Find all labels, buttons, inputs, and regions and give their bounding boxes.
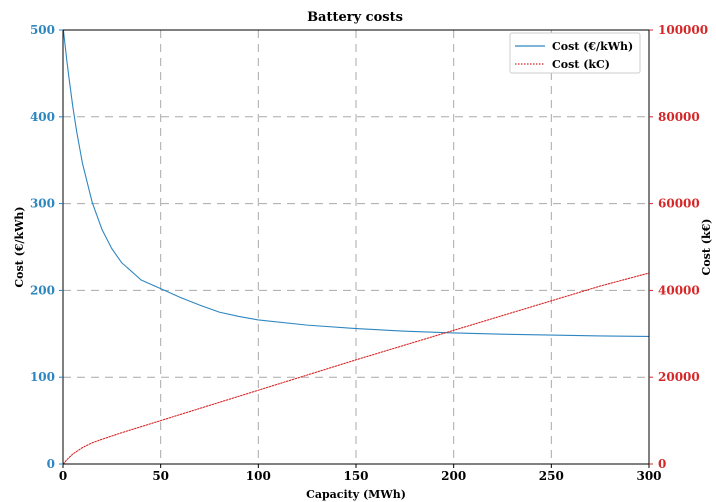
legend: Cost (€/kWh) Cost (kC)	[509, 32, 641, 74]
x-axis-label: Capacity (MWh)	[306, 488, 406, 501]
series-lines	[62, 29, 650, 465]
legend-label-cost-kc: Cost (kC)	[552, 58, 610, 71]
y-left-tick-label-2: 200	[30, 283, 55, 297]
y-left-tick-label-3: 300	[30, 197, 55, 211]
x-tick-label-5: 250	[539, 469, 564, 483]
y-axis-right-label: Cost (k€)	[700, 219, 713, 276]
y-right-tick-label-5: 100000	[658, 23, 708, 37]
y-right-tick-label-2: 40000	[658, 283, 700, 297]
chart-title: Battery costs	[307, 10, 403, 25]
x-tick-label-0: 0	[59, 469, 67, 483]
grid-lines	[63, 30, 649, 464]
y-axis-left-label: Cost (€/kWh)	[13, 206, 26, 287]
y-right-tick-label-3: 60000	[658, 197, 700, 211]
x-tick-label-2: 100	[246, 469, 271, 483]
series-line-1	[62, 272, 650, 465]
y-right-tick-label-4: 80000	[658, 110, 700, 124]
tick-labels: 0 50 100 150 200 250 3000100200300400500020000…	[30, 23, 708, 483]
x-tick-label-3: 150	[343, 469, 368, 483]
y-left-tick-label-4: 400	[30, 110, 55, 124]
x-tick-label-1: 50	[152, 469, 169, 483]
y-right-tick-label-0: 0	[658, 457, 666, 471]
legend-label-cost-per-kwh: Cost (€/kWh)	[552, 40, 633, 53]
y-left-tick-label-1: 100	[30, 370, 55, 384]
y-left-tick-label-0: 0	[47, 457, 55, 471]
y-left-tick-label-5: 500	[30, 23, 55, 37]
legend-box	[509, 32, 641, 74]
y-right-tick-label-1: 20000	[658, 370, 700, 384]
x-tick-label-4: 200	[441, 469, 466, 483]
x-tick-label-6: 300	[636, 469, 661, 483]
